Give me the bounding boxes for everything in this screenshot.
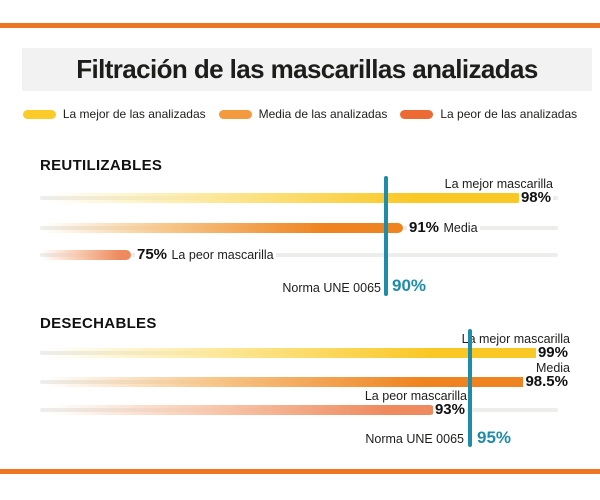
legend-label-media: Media de las analizadas: [258, 107, 388, 121]
value-peor-desechables: 93%: [432, 401, 467, 418]
legend-label-peor: La peor de las analizadas: [440, 107, 578, 121]
bar-peor-reutilizables: [40, 250, 131, 260]
value-label: 91%: [409, 219, 440, 236]
page-title: Filtración de las mascarillas analizadas: [76, 54, 538, 84]
bar-track: [40, 253, 558, 257]
top-divider: [0, 23, 600, 28]
category-label-best-reutilizables: La mejor mascarilla: [444, 177, 553, 191]
norma-label-reutilizables: Norma UNE 0065: [282, 281, 381, 295]
bar-media-reutilizables: [40, 223, 403, 233]
norma-value-desechables: 95%: [477, 428, 512, 447]
category-label-media-desechables: Media: [535, 361, 570, 375]
value-best-desechables: 99%: [535, 344, 570, 361]
bar-peor-desechables: [40, 405, 435, 415]
norma-value-reutilizables: 90%: [392, 276, 427, 295]
bar-media-desechables: [40, 377, 532, 387]
legend-label-best: La mejor de las analizadas: [62, 107, 206, 121]
category-label-peor-desechables: La peor mascarilla: [364, 389, 467, 403]
norma-reference-line-reutilizables: [384, 176, 388, 296]
legend-item-media: Media de las analizadas: [218, 107, 388, 121]
legend: La mejor de las analizadas Media de las …: [0, 106, 600, 122]
bottom-divider: [0, 469, 600, 474]
value-label: 75%: [137, 246, 168, 263]
norma-reference-line-desechables: [468, 329, 472, 447]
bar-best-desechables: [40, 348, 540, 358]
title-band: Filtración de las mascarillas analizadas: [22, 48, 592, 91]
norma-label-desechables: Norma UNE 0065: [365, 432, 464, 446]
legend-swatch-peor-icon: [400, 109, 434, 119]
bar-best-reutilizables: [40, 193, 522, 203]
legend-swatch-best-icon: [22, 109, 56, 119]
section-heading-desechables: DESECHABLES: [40, 315, 157, 332]
category-label: La peor mascarilla: [171, 248, 274, 262]
section-heading-reutilizables: REUTILIZABLES: [40, 157, 163, 174]
legend-swatch-media-icon: [218, 109, 252, 119]
value-media-desechables: 98.5%: [523, 373, 570, 390]
value-best-reutilizables: 98%: [518, 189, 553, 206]
legend-item-peor: La peor de las analizadas: [400, 107, 577, 121]
value-media-reutilizables: 91% Media: [407, 220, 480, 236]
value-peor-reutilizables: 75% La peor mascarilla: [135, 247, 276, 263]
legend-item-best: La mejor de las analizadas: [22, 107, 206, 121]
category-label-best-desechables: La mejor mascarilla: [461, 332, 570, 346]
category-label: Media: [443, 221, 478, 235]
